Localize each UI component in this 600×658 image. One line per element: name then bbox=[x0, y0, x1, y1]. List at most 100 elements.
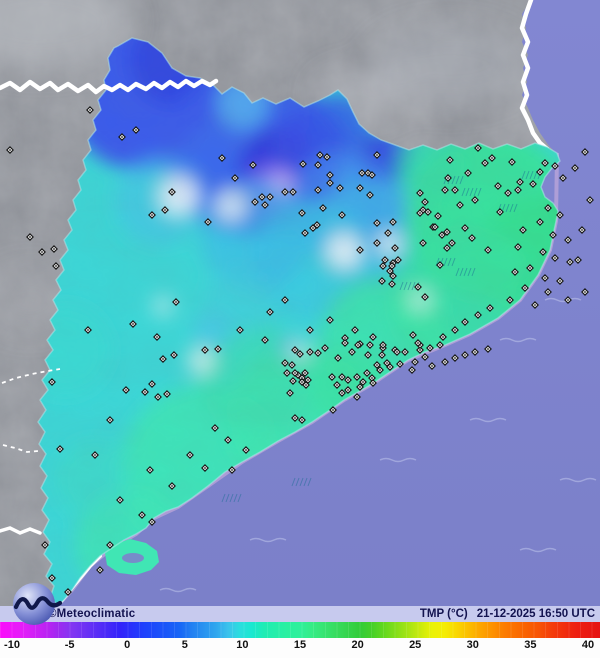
station-marker[interactable] bbox=[306, 326, 314, 334]
station-marker[interactable] bbox=[163, 390, 171, 398]
station-marker[interactable] bbox=[461, 224, 469, 232]
station-marker[interactable] bbox=[358, 169, 366, 177]
station-marker[interactable] bbox=[172, 298, 180, 306]
station-marker[interactable] bbox=[441, 186, 449, 194]
station-marker[interactable] bbox=[484, 345, 492, 353]
station-marker[interactable] bbox=[118, 133, 126, 141]
station-marker[interactable] bbox=[494, 182, 502, 190]
station-marker[interactable] bbox=[438, 231, 446, 239]
station-marker[interactable] bbox=[394, 256, 402, 264]
station-marker[interactable] bbox=[388, 280, 396, 288]
station-marker[interactable] bbox=[506, 296, 514, 304]
station-marker[interactable] bbox=[373, 219, 381, 227]
station-marker[interactable] bbox=[338, 211, 346, 219]
station-marker[interactable] bbox=[488, 154, 496, 162]
station-marker[interactable] bbox=[301, 229, 309, 237]
station-marker[interactable] bbox=[298, 416, 306, 424]
station-marker[interactable] bbox=[446, 156, 454, 164]
station-marker[interactable] bbox=[436, 261, 444, 269]
station-marker[interactable] bbox=[531, 301, 539, 309]
station-marker[interactable] bbox=[141, 388, 149, 396]
station-marker[interactable] bbox=[379, 262, 387, 270]
station-marker[interactable] bbox=[314, 186, 322, 194]
station-marker[interactable] bbox=[559, 174, 567, 182]
station-marker[interactable] bbox=[231, 174, 239, 182]
station-marker[interactable] bbox=[298, 209, 306, 217]
station-marker[interactable] bbox=[481, 159, 489, 167]
station-marker[interactable] bbox=[391, 244, 399, 252]
station-marker[interactable] bbox=[443, 244, 451, 252]
station-marker[interactable] bbox=[344, 376, 352, 384]
station-marker[interactable] bbox=[411, 358, 419, 366]
station-marker[interactable] bbox=[541, 159, 549, 167]
station-marker[interactable] bbox=[378, 277, 386, 285]
station-marker[interactable] bbox=[461, 318, 469, 326]
station-marker[interactable] bbox=[544, 288, 552, 296]
station-marker[interactable] bbox=[48, 378, 56, 386]
station-marker[interactable] bbox=[338, 389, 346, 397]
station-marker[interactable] bbox=[551, 162, 559, 170]
station-marker[interactable] bbox=[38, 248, 46, 256]
station-marker[interactable] bbox=[464, 169, 472, 177]
station-marker[interactable] bbox=[26, 233, 34, 241]
station-marker[interactable] bbox=[514, 243, 522, 251]
station-marker[interactable] bbox=[281, 188, 289, 196]
station-marker[interactable] bbox=[286, 389, 294, 397]
station-marker[interactable] bbox=[334, 354, 342, 362]
station-marker[interactable] bbox=[356, 184, 364, 192]
station-marker[interactable] bbox=[514, 186, 522, 194]
station-marker[interactable] bbox=[421, 293, 429, 301]
station-marker[interactable] bbox=[201, 464, 209, 472]
station-marker[interactable] bbox=[242, 446, 250, 454]
station-marker[interactable] bbox=[369, 379, 377, 387]
station-marker[interactable] bbox=[353, 393, 361, 401]
station-marker[interactable] bbox=[326, 316, 334, 324]
station-marker[interactable] bbox=[581, 288, 589, 296]
station-marker[interactable] bbox=[551, 254, 559, 262]
station-marker[interactable] bbox=[364, 351, 372, 359]
station-marker[interactable] bbox=[401, 348, 409, 356]
station-marker[interactable] bbox=[416, 346, 424, 354]
station-marker[interactable] bbox=[539, 248, 547, 256]
station-marker[interactable] bbox=[366, 341, 374, 349]
station-marker[interactable] bbox=[468, 234, 476, 242]
station-marker[interactable] bbox=[148, 211, 156, 219]
station-marker[interactable] bbox=[566, 258, 574, 266]
station-marker[interactable] bbox=[321, 344, 329, 352]
stations-layer[interactable] bbox=[6, 106, 594, 606]
station-marker[interactable] bbox=[48, 574, 56, 582]
station-marker[interactable] bbox=[384, 229, 392, 237]
station-marker[interactable] bbox=[373, 361, 381, 369]
station-marker[interactable] bbox=[471, 348, 479, 356]
station-marker[interactable] bbox=[376, 366, 384, 374]
station-marker[interactable] bbox=[356, 383, 364, 391]
station-marker[interactable] bbox=[6, 146, 14, 154]
station-marker[interactable] bbox=[389, 272, 397, 280]
station-marker[interactable] bbox=[168, 482, 176, 490]
station-marker[interactable] bbox=[170, 351, 178, 359]
station-marker[interactable] bbox=[291, 414, 299, 422]
station-marker[interactable] bbox=[556, 211, 564, 219]
station-marker[interactable] bbox=[363, 369, 371, 377]
station-marker[interactable] bbox=[50, 245, 58, 253]
station-marker[interactable] bbox=[439, 333, 447, 341]
station-marker[interactable] bbox=[344, 386, 352, 394]
station-marker[interactable] bbox=[544, 204, 552, 212]
station-marker[interactable] bbox=[474, 144, 482, 152]
station-marker[interactable] bbox=[341, 339, 349, 347]
station-marker[interactable] bbox=[106, 416, 114, 424]
station-marker[interactable] bbox=[448, 239, 456, 247]
station-marker[interactable] bbox=[521, 284, 529, 292]
station-marker[interactable] bbox=[304, 376, 312, 384]
station-marker[interactable] bbox=[52, 262, 60, 270]
station-marker[interactable] bbox=[258, 193, 266, 201]
station-marker[interactable] bbox=[323, 153, 331, 161]
station-marker[interactable] bbox=[296, 350, 304, 358]
station-marker[interactable] bbox=[526, 264, 534, 272]
station-marker[interactable] bbox=[368, 171, 376, 179]
station-marker[interactable] bbox=[201, 346, 209, 354]
station-marker[interactable] bbox=[379, 341, 387, 349]
station-marker[interactable] bbox=[161, 206, 169, 214]
station-marker[interactable] bbox=[504, 189, 512, 197]
station-marker[interactable] bbox=[383, 359, 391, 367]
